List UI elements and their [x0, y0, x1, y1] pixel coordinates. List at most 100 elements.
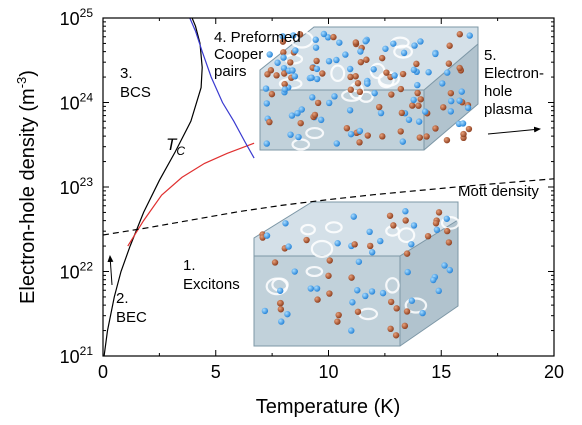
- electron-particle: [408, 241, 415, 248]
- y-tick-label: 1025: [60, 6, 94, 29]
- hole-particle: [279, 38, 287, 45]
- electron-particle: [362, 292, 369, 300]
- hole-particle: [423, 133, 430, 140]
- electron-particle: [421, 108, 429, 115]
- electron-particle: [356, 127, 364, 135]
- hole-particle: [424, 232, 432, 240]
- electron-particle: [279, 33, 286, 40]
- electron-particle: [291, 268, 298, 275]
- hole-particle: [379, 133, 386, 140]
- electron-particle: [295, 133, 302, 141]
- hole-particle: [303, 236, 310, 244]
- hole-particle: [402, 217, 409, 224]
- pair-ring: [265, 277, 289, 296]
- electron-particle: [346, 107, 354, 114]
- hole-particle: [319, 70, 326, 77]
- hole-particle: [376, 103, 383, 111]
- x-axis-title: Temperature (K): [256, 396, 401, 418]
- hole-particle: [456, 31, 463, 38]
- electron-particle: [368, 249, 376, 256]
- pair-ring: [330, 64, 346, 83]
- hole-particle: [398, 109, 406, 117]
- series-layer: [103, 18, 554, 356]
- label-bec: 2. BEC: [116, 290, 147, 326]
- hole-particle: [387, 325, 394, 333]
- electron-particle: [282, 220, 289, 227]
- x-tick-label: 10: [318, 362, 338, 382]
- electron-particle: [458, 88, 465, 95]
- hole-particle: [388, 91, 395, 98]
- hole-particle: [456, 64, 463, 72]
- electron-particle: [377, 237, 384, 245]
- hole-particle: [277, 306, 285, 313]
- electron-particle: [348, 327, 355, 334]
- hole-particle: [354, 308, 362, 315]
- y-tick-label: 1023: [60, 175, 94, 198]
- hole-particle: [392, 332, 400, 339]
- hole-particle: [460, 130, 467, 138]
- hole-particle: [378, 54, 386, 62]
- hole-particle: [314, 99, 322, 107]
- label-plasma: 5. Electron-hole plasma: [484, 47, 544, 118]
- electron-particle: [417, 38, 424, 45]
- hole-particle: [347, 73, 354, 81]
- electron-particle: [441, 262, 448, 269]
- electron-particle: [285, 243, 292, 250]
- electron-particle: [447, 97, 455, 105]
- electron-particle: [349, 299, 356, 306]
- hole-particle: [330, 33, 337, 41]
- hole-particle: [335, 311, 342, 319]
- electron-particle: [425, 69, 432, 76]
- electron-particle: [362, 37, 369, 45]
- electron-particle: [325, 57, 333, 65]
- electron-particle: [402, 208, 409, 215]
- hole-particle: [403, 250, 411, 257]
- electron-particle: [292, 47, 299, 54]
- electron-particle: [433, 226, 441, 234]
- hole-particle: [446, 42, 453, 49]
- electron-particle: [408, 297, 416, 304]
- electron-particle: [368, 288, 376, 295]
- hole-particle: [281, 70, 288, 77]
- pair-ring: [324, 221, 343, 234]
- hole-particle: [414, 89, 421, 97]
- electron-particle: [410, 66, 418, 74]
- electron-particle: [464, 104, 472, 111]
- electron-particle: [399, 138, 406, 145]
- electron-particle: [410, 222, 418, 229]
- plasma-illustration-box: [259, 26, 479, 151]
- hole-particle: [390, 222, 397, 229]
- axes: 0 5 10 15 20 1021 1022 1023 1024 1025: [60, 6, 564, 382]
- electron-particle: [444, 69, 451, 76]
- hole-particle: [363, 56, 370, 63]
- pair-ring: [291, 138, 311, 151]
- electron-particle: [391, 72, 398, 79]
- y-ticks: 1021 1022 1023 1024 1025: [60, 6, 554, 367]
- y-axis-title: Electron-hole density (m-3): [14, 70, 39, 304]
- pair-ring: [397, 227, 416, 244]
- bec-arrow: [107, 255, 114, 286]
- electron-particle: [419, 309, 426, 317]
- electron-particle: [439, 80, 446, 87]
- hole-particle: [348, 274, 355, 281]
- hole-particle: [325, 272, 332, 279]
- hole-particle: [313, 57, 320, 65]
- electron-particle: [287, 131, 294, 138]
- electron-particle: [435, 287, 442, 295]
- plasma-arrow: [487, 126, 541, 135]
- electron-particle: [459, 120, 467, 127]
- hole-particle: [416, 134, 423, 141]
- electron-particle: [263, 232, 271, 239]
- series-line-2: [189, 18, 255, 159]
- hole-particle: [443, 136, 451, 144]
- electron-particle: [334, 240, 341, 247]
- hole-particle: [357, 58, 365, 66]
- hole-particle: [397, 128, 404, 135]
- pair-ring: [300, 223, 316, 236]
- upper-box-side-face: [424, 44, 478, 150]
- electron-particle: [262, 85, 270, 92]
- electron-particle: [263, 140, 270, 147]
- electron-particle: [371, 89, 378, 97]
- hole-particle: [266, 118, 273, 126]
- electron-particle: [313, 75, 321, 83]
